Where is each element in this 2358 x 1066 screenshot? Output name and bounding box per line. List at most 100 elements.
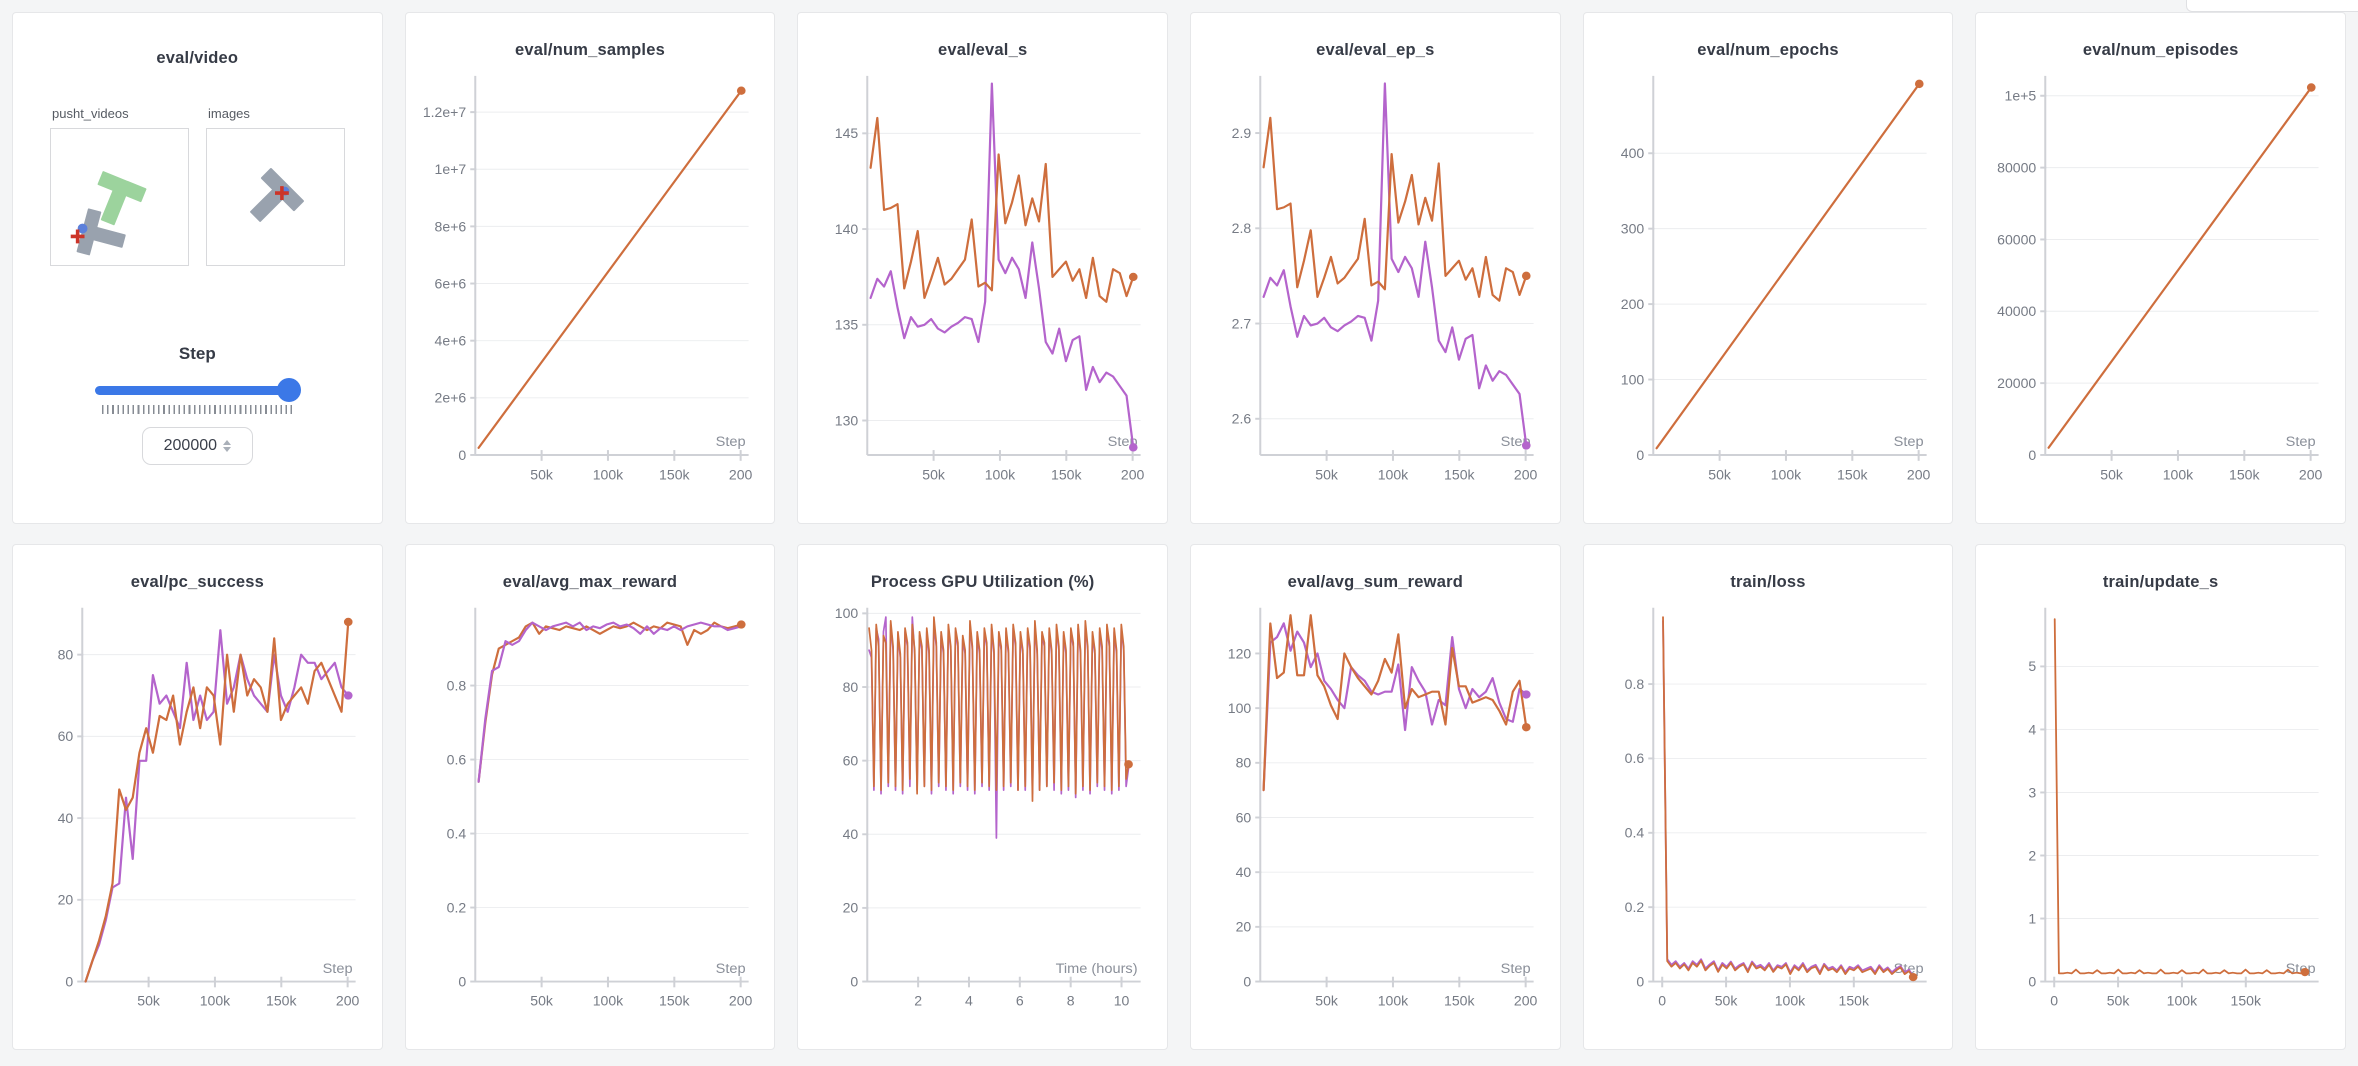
chart-canvas[interactable]: 0 20 40 60 80 100 120 50k 100k 150k 200 Step (1205, 602, 1546, 1022)
step-input-value[interactable]: 200000 (163, 437, 218, 454)
tick-label: 2.6 (1232, 411, 1252, 427)
images-env-render-icon (250, 168, 304, 222)
series-orange-run (84, 620, 350, 983)
slider-track[interactable] (95, 386, 300, 395)
tick-label: 4 (2029, 723, 2037, 738)
tick-label: 2 (915, 994, 923, 1009)
tick-label: 150k (659, 467, 690, 483)
tick-label: 40 (843, 827, 859, 842)
tick-label: 20000 (1997, 375, 2036, 391)
gridlines (2045, 95, 2319, 456)
tick-label: 100k (985, 467, 1016, 483)
chart-title: eval/pc_success (130, 573, 264, 591)
panel-eval-pc_success: eval/pc_success 0 20 40 60 80 50k 100k 150k 200 S… (12, 544, 383, 1050)
tick-label: 20 (58, 893, 74, 908)
tick-label: 1.2e+7 (423, 104, 467, 120)
tick-label: 0 (2029, 447, 2037, 463)
tick-label: 8e+6 (434, 218, 466, 234)
tick-label: 0 (1243, 975, 1251, 990)
gridlines (1652, 152, 1927, 456)
tick-label: 2.9 (1232, 125, 1252, 141)
end-marker-orange-run (1914, 79, 1924, 89)
series-orange-run (1262, 614, 1528, 792)
tick-label: 0 (1658, 994, 1666, 1009)
media-images[interactable]: images (206, 106, 345, 266)
end-marker-orange-run (2307, 83, 2316, 92)
tick-label: 100k (1770, 467, 1801, 483)
chart-canvas[interactable]: 0 0.2 0.4 0.6 0.8 50k 100k 150k 200 Step (420, 602, 761, 1022)
tick-label: 1e+5 (2005, 88, 2037, 104)
chart-title: eval/avg_sum_reward (1287, 573, 1463, 591)
gridlines (1260, 132, 1534, 420)
tick-label: 60 (1236, 811, 1252, 826)
tick-label: 150k (1837, 467, 1868, 483)
slider-thumb[interactable] (277, 378, 302, 402)
tick-label: 0.6 (446, 753, 466, 768)
chart-canvas[interactable]: 0 20 40 60 80 100 2 4 6 8 10 Time (hours) (812, 602, 1153, 1022)
tick-label: 0.2 (1624, 900, 1644, 915)
tick-label: 4e+6 (434, 333, 466, 349)
panel-eval-num_episodes: eval/num_episodes 0 20000 40000 60000 80000 1… (1975, 12, 2346, 524)
images-frame[interactable] (206, 128, 345, 266)
axes: 0 20 40 60 80 100 2 4 6 8 10 (835, 606, 1141, 1009)
chart-canvas[interactable]: 0 20000 40000 60000 80000 1e+5 50k 100k 150k 200 S… (1990, 70, 2331, 496)
step-slider-label: Step (178, 344, 216, 363)
tick-label: 50k (923, 467, 946, 483)
series-orange-run (477, 89, 743, 449)
tick-label: 40000 (1997, 303, 2036, 319)
x-axis-label: Step (1501, 961, 1531, 977)
panel-gpu-utilization: Process GPU Utilization (%) 0 20 40 60 80 100… (797, 544, 1168, 1050)
step-input[interactable]: 200000 (141, 427, 253, 465)
gridlines (1260, 652, 1534, 983)
chart-canvas[interactable]: 0 100 200 300 400 50k 100k 150k 200 Step (1598, 70, 1939, 496)
media-panel-title: eval/video (156, 49, 239, 67)
tick-label: 2 (2029, 849, 2037, 864)
chart-title: eval/avg_max_reward (502, 573, 678, 591)
tick-label: 8 (1067, 994, 1075, 1009)
chart-title: train/loss (1730, 573, 1806, 591)
tick-label: 200 (1514, 994, 1538, 1009)
end-marker-orange-run (1521, 723, 1531, 732)
end-marker-orange-run (1908, 972, 1918, 982)
tick-label: 100k (200, 994, 231, 1009)
slider-tick-ruler (102, 405, 293, 414)
step-spinner[interactable] (223, 440, 232, 452)
tick-label: 20 (843, 901, 859, 916)
tick-label: 100 (1620, 372, 1644, 388)
media-pusht-videos[interactable]: pusht_videos (50, 106, 189, 266)
chart-title: train/update_s (2102, 573, 2219, 591)
chart-title: eval/eval_s (937, 41, 1028, 59)
tick-label: 100k (1378, 467, 1409, 483)
tick-label: 0 (851, 975, 859, 990)
tick-label: 3 (2029, 786, 2037, 801)
gridlines (474, 111, 749, 456)
tick-label: 200 (729, 467, 753, 483)
spinner-up-icon[interactable] (223, 440, 232, 445)
tick-label: 40 (1236, 865, 1252, 880)
tick-label: 2e+6 (434, 390, 466, 406)
end-marker-orange-run (1521, 271, 1531, 281)
axes: 0 1 2 3 4 5 0 50k 100k 150k (2029, 607, 2319, 1009)
tick-label: 200 (729, 994, 753, 1009)
series-orange-run (477, 621, 743, 783)
pusht-video-frame[interactable] (50, 128, 189, 266)
tick-label: 2.8 (1232, 220, 1252, 236)
tick-label: 80 (1236, 756, 1252, 771)
tick-label: 1 (2029, 912, 2037, 927)
axes: 0 100 200 300 400 50k 100k 150k 200 (1620, 75, 1930, 483)
chart-canvas[interactable]: 0 2e+6 4e+6 6e+6 8e+6 1e+7 1.2e+7 50k 100k 150k 20… (420, 70, 761, 496)
tick-label: 150k (266, 994, 297, 1009)
chart-canvas[interactable]: 0 1 2 3 4 5 0 50k 100k 150k Step (1990, 602, 2331, 1022)
chart-canvas[interactable]: 0 20 40 60 80 50k 100k 150k 200 Step (27, 602, 368, 1022)
tick-label: 150k (1051, 467, 1082, 483)
spinner-down-icon[interactable] (223, 447, 232, 452)
tick-label: 80 (58, 648, 74, 663)
tick-label: 0.4 (1624, 826, 1644, 841)
tick-label: 50k (1315, 467, 1338, 483)
step-slider[interactable] (95, 378, 302, 402)
tick-label: 200 (1121, 467, 1145, 483)
